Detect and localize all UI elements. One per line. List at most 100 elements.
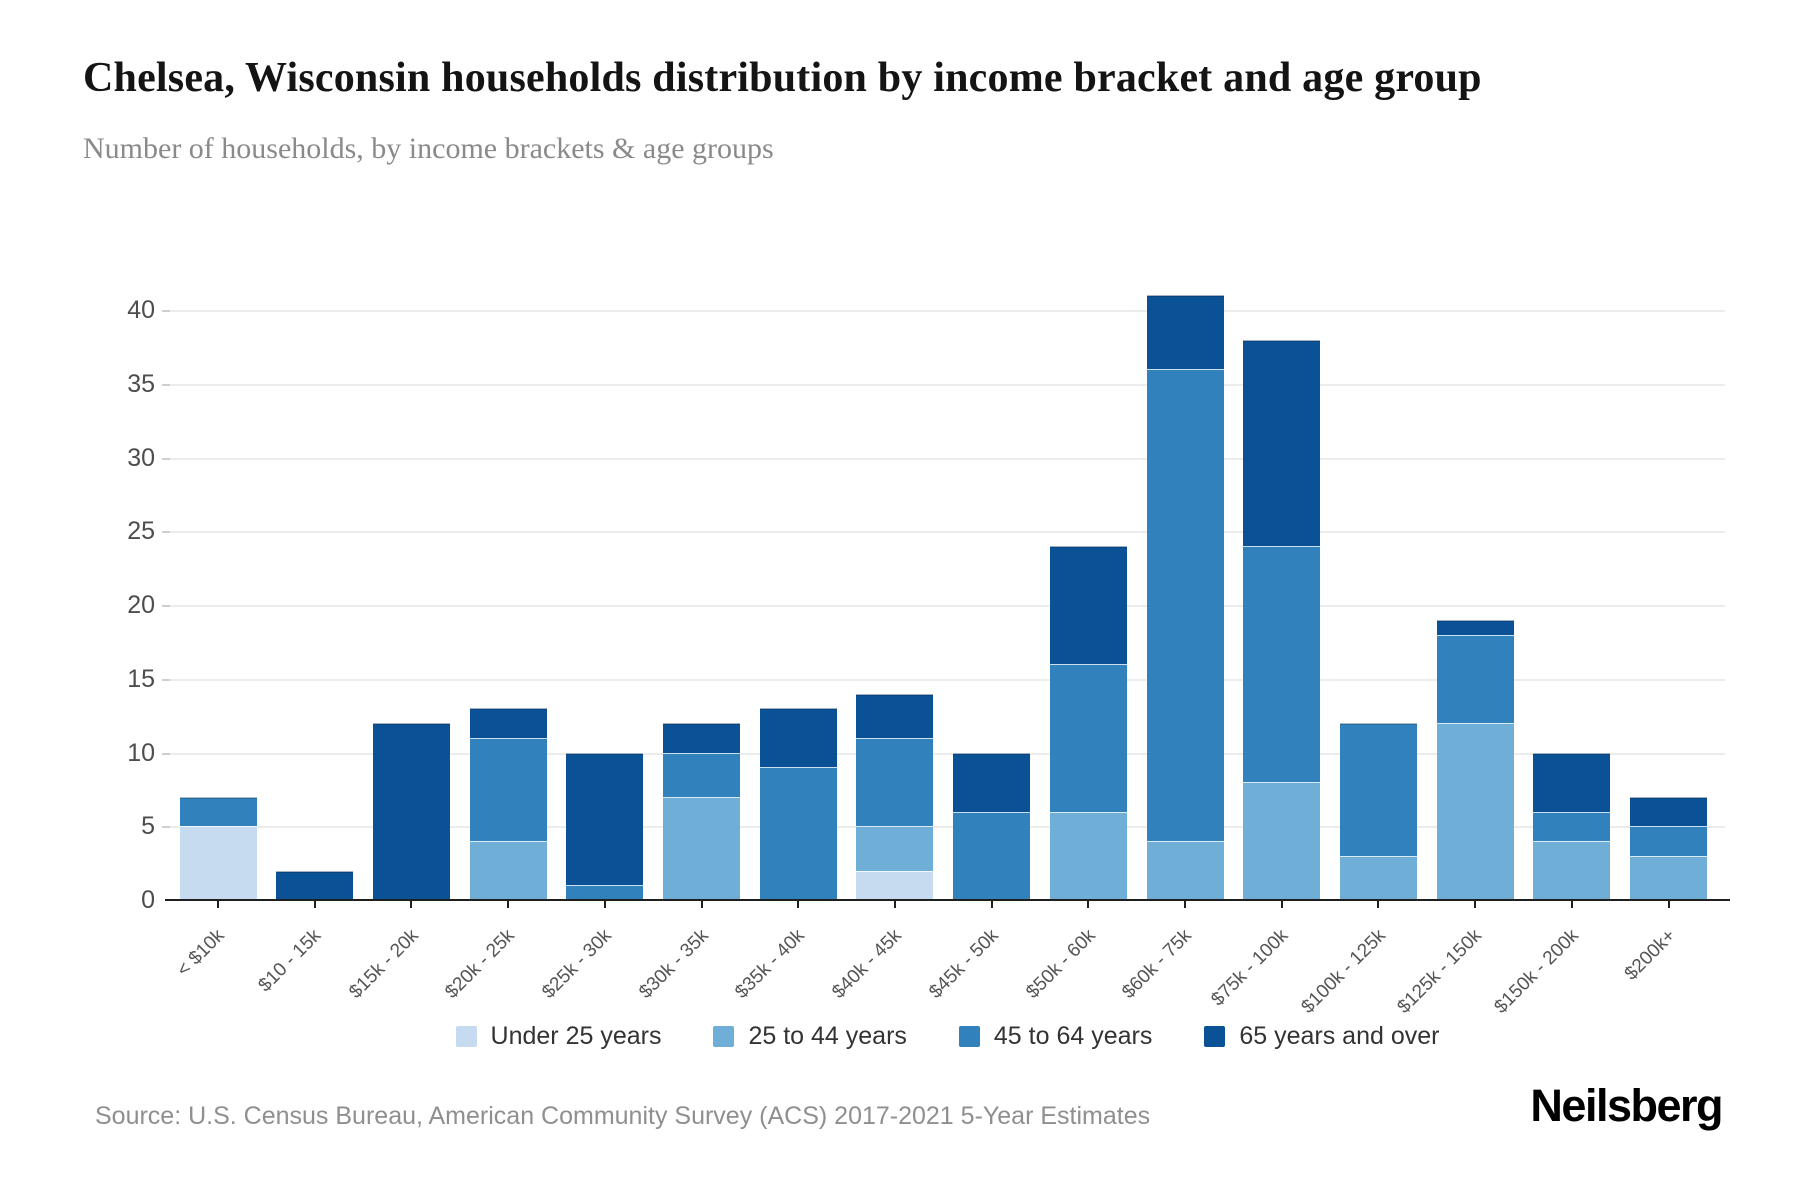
legend-item-45-to-64-years[interactable]: 45 to 64 years: [958, 1022, 1152, 1051]
y-axis-label: 5: [141, 812, 155, 841]
bar-segment[interactable]: [856, 693, 934, 738]
bar-segment[interactable]: [1630, 796, 1707, 827]
bar-segment[interactable]: [1146, 841, 1224, 900]
bar-top-edge: [1146, 295, 1224, 298]
bar-segment[interactable]: [179, 796, 257, 827]
bar-segment[interactable]: [1630, 855, 1707, 900]
legend-item-65-years-and-over[interactable]: 65 years and over: [1204, 1022, 1439, 1051]
x-axis-tick: [990, 900, 993, 908]
y-axis-tick: [162, 383, 170, 386]
bar-segment[interactable]: [469, 737, 547, 841]
bar-segment[interactable]: [566, 885, 644, 900]
x-axis-label: $10 - 15k: [254, 925, 326, 997]
bar-segment[interactable]: [372, 723, 450, 900]
brand-logo: Neilsberg: [1530, 1080, 1723, 1131]
gridline: [170, 531, 1725, 534]
x-axis-tick: [1667, 900, 1670, 908]
bar-segment[interactable]: [566, 752, 644, 886]
bar-segment[interactable]: [663, 752, 740, 797]
bar-segment[interactable]: [856, 870, 934, 900]
gridline: [170, 383, 1725, 386]
bar-top-edge: [856, 693, 934, 696]
bar-top-edge: [1436, 619, 1514, 622]
bar-segment[interactable]: [1436, 634, 1514, 723]
bar-segment[interactable]: [179, 826, 257, 900]
y-axis-tick: [162, 605, 170, 607]
gridline: [170, 605, 1725, 607]
x-axis-label: $30k - 35k: [634, 925, 713, 1003]
gridline: [170, 752, 1725, 755]
x-axis-label: $45k - 50k: [925, 925, 1003, 1003]
bar-top-edge: [276, 870, 354, 873]
bar-segment[interactable]: [759, 708, 837, 768]
bar-segment[interactable]: [663, 796, 740, 900]
x-axis-tick: [1570, 900, 1573, 908]
bar-segment[interactable]: [1049, 811, 1127, 900]
bar-segment[interactable]: [1243, 546, 1321, 782]
x-axis-label: < $10k: [173, 925, 230, 981]
bar-segment[interactable]: [1533, 752, 1611, 812]
bar-segment[interactable]: [1339, 723, 1417, 856]
bar-segment[interactable]: [1436, 619, 1514, 635]
x-axis-tick: [313, 900, 316, 908]
bar-stack: [1243, 339, 1321, 900]
x-axis-tick: [1184, 900, 1186, 908]
y-axis-tick: [162, 310, 170, 312]
bar-segment[interactable]: [1339, 855, 1417, 900]
gridline: [170, 457, 1725, 460]
x-axis-label: $60k - 75k: [1118, 925, 1197, 1003]
y-axis-tick: [162, 678, 170, 681]
gridline: [170, 826, 1725, 829]
bar-segment[interactable]: [1436, 723, 1514, 900]
page-subtitle: Number of households, by income brackets…: [83, 131, 774, 165]
bar-segment[interactable]: [1146, 369, 1224, 841]
bar-segment[interactable]: [276, 870, 354, 900]
x-axis-label: $25k - 30k: [538, 925, 616, 1003]
x-axis-tick: [893, 900, 896, 908]
bar-segment[interactable]: [1533, 841, 1611, 900]
legend-swatch: [1204, 1026, 1226, 1047]
bar-segment[interactable]: [759, 767, 837, 900]
x-axis-tick: [410, 900, 413, 908]
bar-segment[interactable]: [1243, 782, 1321, 900]
bar-segment[interactable]: [469, 841, 547, 900]
y-axis-tick: [162, 752, 170, 755]
legend-item-25-to-44-years[interactable]: 25 to 44 years: [713, 1022, 907, 1051]
bar-stack: [1436, 619, 1514, 900]
bar-top-edge: [1533, 752, 1611, 755]
bar-top-edge: [179, 796, 257, 799]
bar-segment[interactable]: [953, 811, 1031, 900]
bar-segment[interactable]: [856, 826, 934, 871]
legend-item-under-25-years[interactable]: Under 25 years: [455, 1022, 661, 1051]
bar-top-edge: [1339, 723, 1417, 725]
bar-segment[interactable]: [1533, 811, 1611, 841]
bar-top-edge: [953, 752, 1031, 755]
bar-stack: [856, 693, 934, 900]
x-axis-label: $100k - 125k: [1296, 925, 1390, 1018]
bar-stack: [1146, 295, 1224, 900]
y-axis-tick: [162, 457, 170, 460]
bar-stack: [469, 708, 547, 900]
bar-segment[interactable]: [953, 752, 1031, 812]
bar-top-edge: [759, 708, 837, 711]
bar-segment[interactable]: [1146, 295, 1224, 369]
gridline: [170, 310, 1725, 312]
bar-segment[interactable]: [663, 723, 740, 753]
bar-segment[interactable]: [469, 708, 547, 738]
bar-top-edge: [663, 723, 740, 725]
bar-segment[interactable]: [1630, 826, 1707, 856]
bar-stack: [276, 870, 354, 900]
bar-segment[interactable]: [1049, 664, 1127, 812]
chart-header: Chelsea, Wisconsin households distributi…: [83, 52, 1563, 166]
bar-segment[interactable]: [1243, 339, 1321, 546]
bar-segment[interactable]: [1049, 546, 1127, 664]
bar-segment[interactable]: [856, 737, 934, 827]
x-axis-tick: [797, 900, 800, 908]
y-axis-tick: [162, 531, 170, 534]
y-axis-label: 30: [127, 443, 155, 472]
bar-top-edge: [1049, 546, 1127, 548]
bar-top-edge: [1243, 339, 1321, 342]
y-axis-label: 10: [127, 738, 155, 767]
x-axis-tick: [603, 900, 606, 908]
